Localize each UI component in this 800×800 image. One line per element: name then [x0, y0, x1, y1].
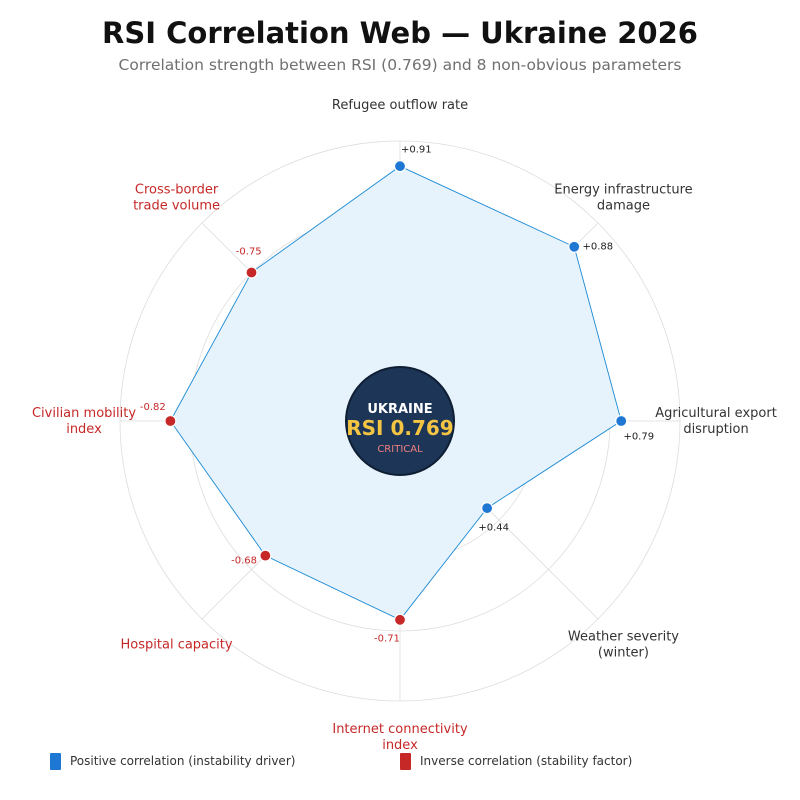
axis-label-agricultural-export-disruption: Agricultural export disruption	[655, 406, 777, 437]
point-refugee-outflow-rate	[393, 160, 407, 173]
point-hospital-capacity	[259, 549, 272, 562]
point-civilian-mobility-index	[164, 414, 177, 428]
axis-label-internet-connectivity-index: Internet connectivity index	[332, 722, 468, 753]
axis-label-weather-severity-winter: Weather severity (winter)	[568, 629, 679, 660]
radar-axis-labels: Refugee outflow rate Energy infrastructur…	[32, 98, 777, 753]
legend-label-positive: Positive correlation (instability driver…	[70, 754, 296, 768]
legend-swatch-positive	[50, 752, 61, 770]
value-label-energy-infrastructure-damage: +0.88	[583, 242, 614, 253]
value-label-internet-connectivity-index: -0.71	[374, 633, 400, 644]
value-label-cross-border-trade-volume: -0.75	[236, 246, 262, 257]
badge-rsi-value: RSI 0.769	[346, 416, 453, 440]
legend-swatch-negative	[400, 752, 411, 770]
legend-item-positive: Positive correlation (instability driver…	[50, 752, 295, 770]
value-label-refugee-outflow-rate: +0.91	[401, 145, 432, 156]
legend-label-negative: Inverse correlation (stability factor)	[420, 754, 633, 768]
chart-subtitle: Correlation strength between RSI (0.769)…	[118, 56, 682, 74]
badge-country: UKRAINE	[367, 402, 432, 417]
point-internet-connectivity-index	[393, 613, 407, 626]
point-agricultural-export-disruption	[615, 414, 628, 428]
radar-points	[164, 160, 628, 626]
chart-title: RSI Correlation Web — Ukraine 2026	[102, 16, 698, 50]
legend-item-negative: Inverse correlation (stability factor)	[400, 752, 632, 770]
value-label-hospital-capacity: -0.68	[231, 555, 257, 566]
axis-label-hospital-capacity: Hospital capacity	[121, 637, 233, 652]
value-label-agricultural-export-disruption: +0.79	[623, 431, 654, 442]
axis-label-cross-border-trade-volume: Cross-border trade volume	[133, 183, 220, 214]
point-weather-severity-winter	[481, 502, 494, 515]
point-cross-border-trade-volume	[245, 266, 258, 279]
axis-label-civilian-mobility-index: Civilian mobility index	[32, 406, 136, 437]
axis-label-refugee-outflow-rate: Refugee outflow rate	[332, 98, 468, 113]
point-energy-infrastructure-damage	[568, 240, 581, 253]
radar-value-labels: +0.91 +0.88 +0.79 +0.44 -0.71 -0.68 -0.82 -0.75	[140, 145, 654, 645]
axis-label-energy-infrastructure-damage: Energy infrastructure damage	[554, 183, 692, 214]
value-label-civilian-mobility-index: -0.82	[140, 402, 166, 413]
center-badge: UKRAINE RSI 0.769 CRITICAL	[345, 366, 455, 476]
center-badge-circle	[345, 366, 455, 476]
badge-status: CRITICAL	[377, 444, 423, 455]
value-label-weather-severity-winter: +0.44	[478, 523, 509, 534]
